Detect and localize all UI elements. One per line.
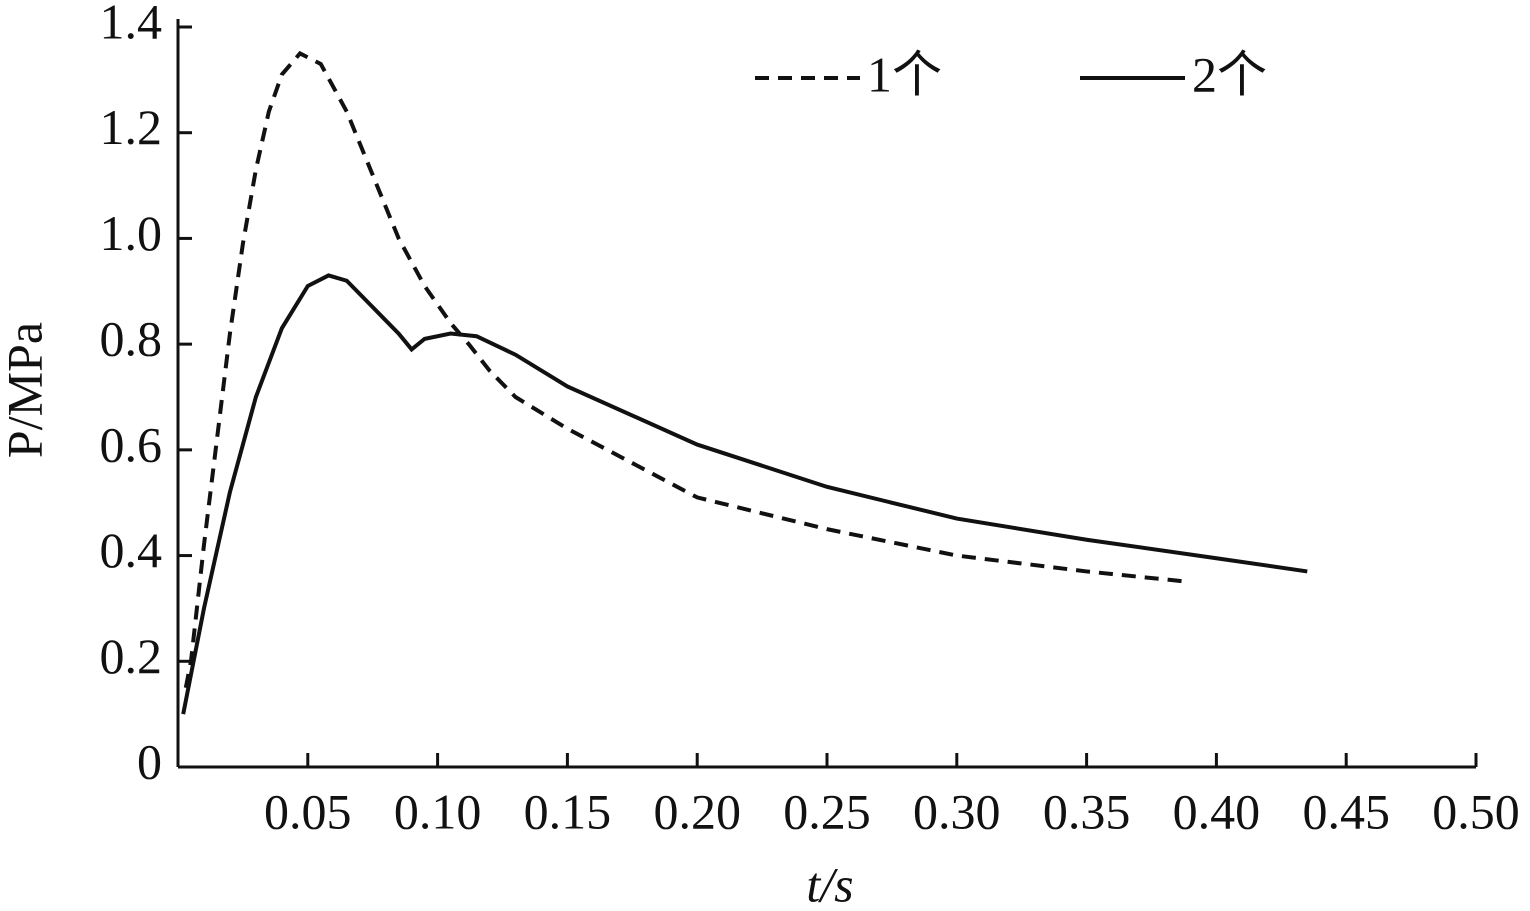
y-tick-label: 0.8 bbox=[100, 311, 163, 367]
legend-label: 2个 bbox=[1192, 46, 1267, 102]
y-tick-label: 1.0 bbox=[100, 205, 163, 261]
legend-label: 1个 bbox=[867, 46, 942, 102]
x-tick-label: 0.35 bbox=[1043, 783, 1131, 839]
x-axis-label: t/s bbox=[806, 856, 853, 911]
x-tick-label: 0.45 bbox=[1302, 783, 1390, 839]
x-tick-label: 0.20 bbox=[653, 783, 741, 839]
y-axis-label: P/MPa bbox=[0, 322, 52, 458]
x-tick-label: 0.25 bbox=[783, 783, 871, 839]
y-tick-label: 1.2 bbox=[100, 99, 163, 155]
y-tick-label: 0.2 bbox=[100, 628, 163, 684]
x-tick-label: 0.30 bbox=[913, 783, 1001, 839]
x-tick-label: 0.10 bbox=[394, 783, 482, 839]
series-line bbox=[181, 273, 1308, 715]
y-tick-label: 1.4 bbox=[100, 0, 163, 49]
series-line bbox=[183, 50, 1191, 689]
y-tick-label: 0.6 bbox=[100, 416, 163, 472]
x-tick-label: 0.40 bbox=[1173, 783, 1261, 839]
y-tick-label: 0.4 bbox=[100, 522, 163, 578]
x-tick-label: 0.05 bbox=[264, 783, 352, 839]
x-tick-label: 0.50 bbox=[1432, 783, 1520, 839]
y-tick-label: 0 bbox=[137, 733, 162, 789]
x-tick-label: 0.15 bbox=[524, 783, 612, 839]
